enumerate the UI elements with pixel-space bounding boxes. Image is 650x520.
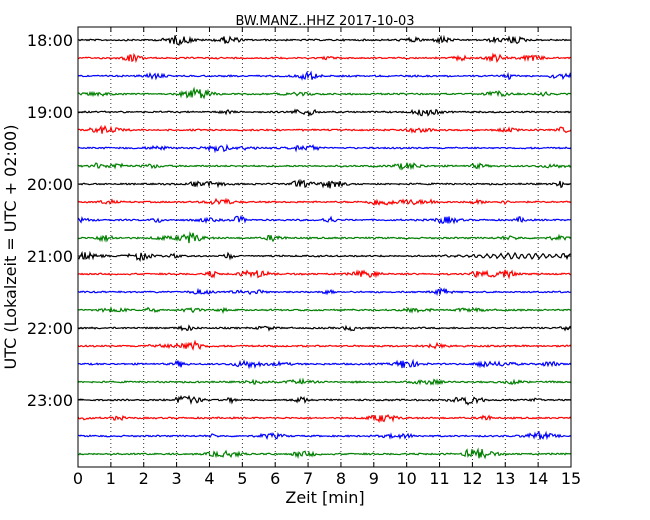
- x-tick-label-9: 9: [369, 469, 379, 488]
- grid-lines: [110, 27, 539, 467]
- x-tick-label-3: 3: [172, 469, 182, 488]
- x-tick-label-14: 14: [528, 469, 548, 488]
- x-axis-ticks: 0 1 2 3 4 5 6 7 8 9 10 11 12 13 14 15: [73, 27, 581, 488]
- x-tick-label-8: 8: [336, 469, 346, 488]
- trace-2145: [77, 305, 572, 314]
- trace-2245: [77, 377, 572, 386]
- x-tick-label-2: 2: [139, 469, 149, 488]
- trace-2200: [77, 324, 572, 332]
- x-tick-label-11: 11: [429, 469, 449, 488]
- x-tick-label-7: 7: [303, 469, 313, 488]
- trace-1900: [77, 108, 572, 117]
- trace-1815: [77, 52, 572, 64]
- trace-1945: [77, 162, 572, 171]
- trace-2330: [77, 430, 572, 441]
- x-tick-label-12: 12: [462, 469, 482, 488]
- y-tick-label-2000: 20:00: [27, 175, 73, 194]
- x-tick-label-10: 10: [396, 469, 416, 488]
- trace-2030: [77, 214, 572, 225]
- y-tick-label-2300: 23:00: [27, 391, 73, 410]
- trace-2130: [77, 287, 572, 297]
- x-tick-label-4: 4: [204, 469, 214, 488]
- chart-title: BW.MANZ..HHZ 2017-10-03: [235, 14, 414, 29]
- trace-2115: [77, 269, 572, 280]
- y-axis-ticks: 18:00 19:00 20:00 21:00 22:00 23:00: [27, 31, 571, 410]
- plot-frame: [77, 26, 572, 468]
- trace-1800: [77, 34, 572, 46]
- trace-2045: [77, 231, 572, 244]
- trace-1830: [77, 70, 572, 81]
- trace-2000: [77, 178, 572, 189]
- x-tick-label-0: 0: [73, 469, 83, 488]
- x-tick-label-15: 15: [561, 469, 581, 488]
- y-tick-label-2200: 22:00: [27, 319, 73, 338]
- x-tick-label-1: 1: [106, 469, 116, 488]
- x-tick-label-5: 5: [237, 469, 247, 488]
- trace-2230: [77, 358, 572, 370]
- trace-2015: [77, 197, 572, 206]
- y-axis-label: UTC (Lokalzeit = UTC + 02:00): [1, 125, 20, 370]
- x-tick-label-13: 13: [495, 469, 515, 488]
- x-axis-label: Zeit [min]: [285, 488, 364, 507]
- trace-1845: [77, 86, 572, 100]
- y-tick-label-1900: 19:00: [27, 103, 73, 122]
- trace-1915: [77, 124, 572, 134]
- trace-2300: [77, 394, 572, 406]
- trace-2345: [77, 447, 572, 460]
- trace-1930: [77, 143, 572, 154]
- y-tick-label-1800: 18:00: [27, 31, 73, 50]
- trace-2100: [77, 250, 572, 262]
- trace-2215: [77, 339, 572, 351]
- x-tick-label-6: 6: [270, 469, 280, 488]
- trace-2315: [77, 413, 572, 424]
- seismic-traces: [77, 34, 572, 460]
- y-tick-label-2100: 21:00: [27, 247, 73, 266]
